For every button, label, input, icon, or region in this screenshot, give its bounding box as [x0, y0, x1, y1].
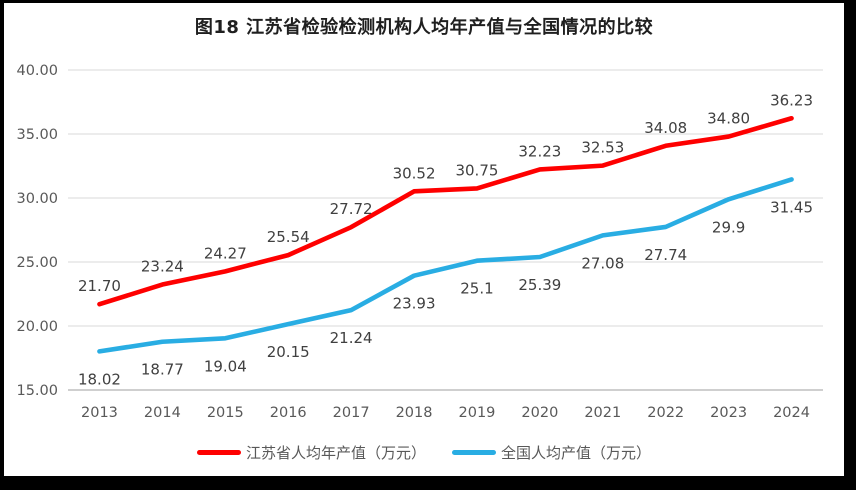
data-label: 29.9	[712, 218, 745, 236]
data-label: 20.15	[267, 343, 310, 361]
data-label: 27.08	[581, 254, 624, 272]
series-line-1	[97, 177, 794, 354]
x-tick-label: 2019	[459, 405, 496, 421]
data-label: 34.08	[644, 119, 687, 137]
chart-area: 图18 江苏省检验检测机构人均年产值与全国情况的比较 15.00 20.00 25.…	[4, 3, 844, 476]
jiangsu-line-swatch-icon	[196, 449, 241, 455]
y-tick-label: 15.00	[16, 383, 58, 399]
data-label: 21.70	[78, 277, 121, 295]
legend-item-national: 全国人均产值（万元）	[452, 442, 651, 463]
x-tick-label: 2017	[333, 405, 370, 421]
data-label: 25.1	[460, 280, 493, 298]
x-tick-label: 2014	[144, 405, 181, 421]
chart-title: 图18 江苏省检验检测机构人均年产值与全国情况的比较	[194, 17, 654, 38]
data-label: 27.72	[330, 200, 373, 218]
data-label: 25.54	[267, 228, 310, 246]
x-tick-label: 2013	[81, 405, 118, 421]
data-label: 32.53	[581, 139, 624, 157]
data-label: 24.27	[204, 244, 247, 262]
data-label: 23.93	[393, 295, 436, 313]
x-tick-label: 2021	[584, 405, 621, 421]
data-label: 27.74	[644, 246, 687, 264]
data-label: 31.45	[770, 198, 813, 216]
data-label: 19.04	[204, 357, 247, 375]
data-label: 30.52	[393, 164, 436, 182]
series-line-0	[97, 115, 794, 307]
x-tick-label: 2016	[270, 405, 307, 421]
data-label: 36.23	[770, 91, 813, 109]
data-label: 30.75	[455, 161, 498, 179]
x-tick-label: 2023	[710, 405, 747, 421]
y-tick-label: 20.00	[16, 319, 58, 335]
data-label: 18.02	[78, 370, 121, 388]
data-label: 21.24	[330, 329, 373, 347]
x-tick-label: 2024	[773, 405, 810, 421]
data-label: 34.80	[707, 110, 750, 128]
data-label: 23.24	[141, 258, 184, 276]
national-line-swatch-icon	[452, 449, 496, 455]
data-label: 32.23	[518, 142, 561, 160]
legend-label-jiangsu: 江苏省人均年产值（万元）	[245, 443, 426, 462]
x-tick-label: 2020	[521, 405, 558, 421]
legend-item-jiangsu: 江苏省人均年产值（万元）	[196, 442, 426, 463]
y-tick-label: 35.00	[16, 127, 58, 143]
x-tick-label: 2018	[396, 405, 433, 421]
legend-label-national: 全国人均产值（万元）	[501, 443, 652, 462]
data-label: 25.39	[518, 276, 561, 294]
chart-canvas: 15.00 20.00 25.00 30.00 35.00 40.00 2013 2014 20…	[16, 63, 823, 421]
data-label: 18.77	[141, 361, 184, 379]
y-tick-label: 40.00	[16, 63, 58, 79]
y-tick-label: 30.00	[16, 191, 58, 207]
x-tick-label: 2015	[207, 405, 244, 421]
y-tick-label: 25.00	[16, 255, 58, 271]
x-tick-label: 2022	[647, 405, 684, 421]
legend: 江苏省人均年产值（万元） 全国人均产值（万元）	[4, 439, 844, 465]
